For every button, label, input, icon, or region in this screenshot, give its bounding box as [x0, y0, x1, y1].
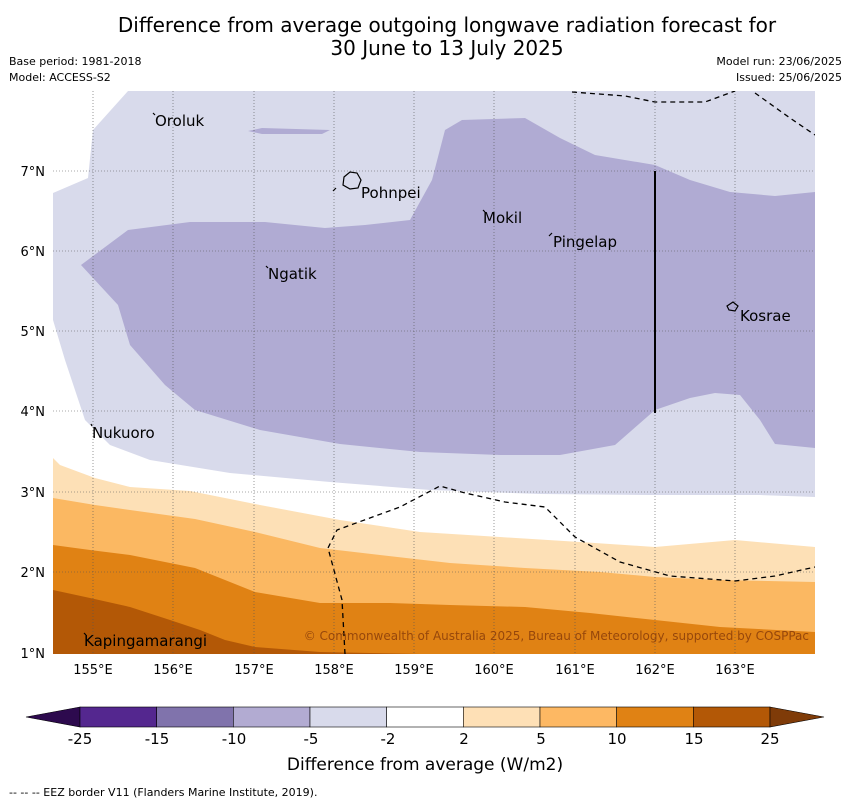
- gridlines: [53, 91, 815, 654]
- place-label: Nukuoro: [92, 424, 155, 442]
- place-label: Kosrae: [740, 307, 791, 325]
- lat-label: 1°N: [21, 647, 46, 662]
- colorbar-tick: 25: [760, 730, 780, 748]
- lat-label: 2°N: [21, 566, 46, 581]
- kosrae-island: [726, 301, 739, 312]
- colorbar-tick-labels: -25 -15 -10 -5 -2 2 5 10 15 25: [0, 730, 850, 750]
- title-line-2: 30 June to 13 July 2025: [330, 36, 564, 60]
- place-label: Pingelap: [553, 233, 617, 251]
- colorbar-tick: -10: [221, 730, 247, 748]
- model-run: Model run: 23/06/2025: [716, 55, 842, 68]
- colorbar-tick: 5: [536, 730, 546, 748]
- lon-label: 162°E: [635, 663, 675, 678]
- meta-left: Base period: 1981-2018 Model: ACCESS-S2: [9, 54, 141, 86]
- island-outlines: [83, 112, 739, 636]
- title-line-1: Difference from average outgoing longwav…: [117, 13, 777, 37]
- band-minus10-to-minus5: [81, 118, 815, 455]
- lat-label: 6°N: [21, 245, 46, 260]
- colorbar: [25, 706, 825, 728]
- map-title: Difference from average outgoing longwav…: [0, 14, 850, 60]
- lat-label: 3°N: [21, 486, 46, 501]
- place-label: Kapingamarangi: [84, 632, 207, 650]
- band-streak: [248, 128, 330, 134]
- colorbar-segment: [156, 706, 234, 728]
- place-label: Oroluk: [155, 112, 204, 130]
- colorbar-segment: [233, 706, 311, 728]
- band-15-to-25: [53, 590, 420, 654]
- colorbar-right-extension: [769, 706, 825, 728]
- colorbar-segment: [693, 706, 771, 728]
- meta-right: Model run: 23/06/2025 Issued: 25/06/2025: [716, 54, 842, 86]
- lon-label: 160°E: [474, 663, 514, 678]
- map-plot-area: Oroluk Pohnpei Mokil Pingelap Ngatik Kos…: [53, 91, 815, 654]
- colorbar-segment: [309, 706, 387, 728]
- lon-label: 161°E: [555, 663, 595, 678]
- eez-border: [327, 91, 815, 654]
- lon-label: 155°E: [73, 663, 113, 678]
- colorbar-tick: -25: [67, 730, 93, 748]
- colorbar-tick: 2: [459, 730, 469, 748]
- eez-legend-note: -- -- -- EEZ border V11 (Flanders Marine…: [9, 786, 318, 799]
- lat-label: 7°N: [21, 165, 46, 180]
- band-10-to-15: [53, 545, 815, 654]
- lon-label: 158°E: [314, 663, 354, 678]
- lon-label: 159°E: [394, 663, 434, 678]
- latitude-labels: 7°N 6°N 5°N 4°N 3°N 2°N 1°N: [21, 165, 46, 662]
- place-label: Mokil: [483, 209, 522, 227]
- pohnpei-island: [342, 171, 362, 190]
- colorbar-tick: 15: [684, 730, 704, 748]
- colorbar-segment: [463, 706, 541, 728]
- colorbar-segment: [539, 706, 617, 728]
- colorbar-tick: -5: [303, 730, 319, 748]
- colorbar-tick: -2: [380, 730, 396, 748]
- longitude-labels: 155°E 156°E 157°E 158°E 159°E 160°E 161°…: [73, 663, 755, 678]
- colorbar-tick: 10: [607, 730, 627, 748]
- place-label: Ngatik: [268, 265, 317, 283]
- model-name: Model: ACCESS-S2: [9, 71, 111, 84]
- issued-date: Issued: 25/06/2025: [735, 71, 842, 84]
- colorbar-segment: [616, 706, 694, 728]
- colorbar-left-extension: [25, 706, 81, 728]
- lat-label: 4°N: [21, 405, 46, 420]
- lon-label: 163°E: [715, 663, 755, 678]
- copyright-text: © Commonwealth of Australia 2025, Bureau…: [304, 629, 809, 643]
- colorbar-tick: -15: [144, 730, 170, 748]
- lat-label: 5°N: [21, 325, 46, 340]
- colorbar-segment: [79, 706, 157, 728]
- lon-label: 157°E: [234, 663, 274, 678]
- colorbar-segment: [386, 706, 464, 728]
- base-period: Base period: 1981-2018: [9, 55, 142, 68]
- colorbar-label: Difference from average (W/m2): [286, 755, 564, 775]
- place-label: Pohnpei: [361, 184, 421, 202]
- lon-label: 156°E: [153, 663, 193, 678]
